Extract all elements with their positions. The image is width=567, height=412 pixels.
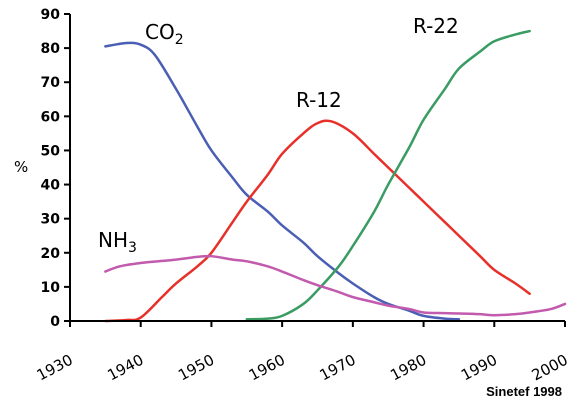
y-axis-label: % [14,158,28,176]
x-tick-label: 1960 [246,351,288,385]
series-label-r12: R-12 [296,88,342,112]
series-label-co2: CO2 [145,20,184,48]
x-tick-label: 2000 [529,351,567,385]
series-line-r12 [104,119,531,323]
y-tick-label: 0 [50,314,60,330]
x-tick-label: 1990 [458,351,500,385]
y-tick-label: 70 [41,75,61,91]
series-line-r22 [245,29,531,321]
y-tick-label: 60 [41,109,61,125]
x-tick-label: 1970 [317,351,359,385]
series-line-nh3 [104,254,567,317]
x-tick-label: 1930 [34,351,76,385]
y-tick-label: 10 [41,280,61,296]
series-label-nh3: NH3 [98,228,137,256]
source-credit: Sinetef 1998 [486,384,562,399]
series-line-co2 [104,41,461,321]
series-label-r22: R-22 [413,14,459,38]
series-lines [104,29,567,323]
y-tick-label: 90 [41,7,61,23]
y-tick-label: 30 [41,212,61,228]
y-tick-label: 80 [41,41,61,57]
y-tick-label: 20 [41,246,61,262]
y-tick-label: 40 [41,178,61,194]
x-tick-label: 1980 [387,351,429,385]
x-tick-label: 1940 [104,351,146,385]
y-tick-label: 50 [41,143,61,159]
x-tick-label: 1950 [175,351,217,385]
